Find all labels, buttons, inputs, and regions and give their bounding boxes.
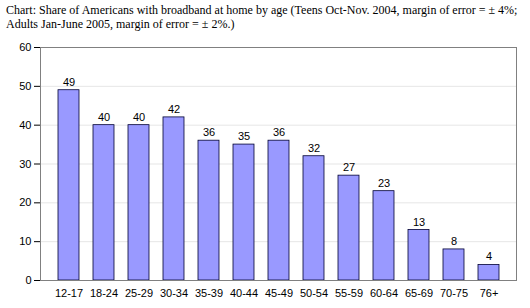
svg-text:40-44: 40-44	[230, 287, 258, 299]
svg-text:27: 27	[343, 161, 355, 173]
svg-text:70-75: 70-75	[440, 287, 468, 299]
svg-text:13: 13	[413, 216, 425, 228]
svg-text:60: 60	[19, 41, 31, 53]
svg-text:55-59: 55-59	[335, 287, 363, 299]
svg-text:25-29: 25-29	[125, 287, 153, 299]
svg-text:45-49: 45-49	[265, 287, 293, 299]
svg-text:18-24: 18-24	[90, 287, 118, 299]
svg-text:65-69: 65-69	[405, 287, 433, 299]
svg-text:76+: 76+	[480, 287, 499, 299]
svg-text:35-39: 35-39	[195, 287, 223, 299]
svg-text:50: 50	[19, 80, 31, 92]
svg-text:36: 36	[203, 126, 215, 138]
svg-text:36: 36	[273, 126, 285, 138]
svg-text:40: 40	[133, 111, 145, 123]
svg-text:20: 20	[19, 196, 31, 208]
svg-text:50-54: 50-54	[300, 287, 328, 299]
svg-text:49: 49	[63, 76, 75, 88]
svg-text:40: 40	[19, 119, 31, 131]
svg-text:32: 32	[308, 142, 320, 154]
svg-text:4: 4	[486, 250, 492, 262]
svg-text:10: 10	[19, 235, 31, 247]
svg-text:30: 30	[19, 158, 31, 170]
svg-text:40: 40	[98, 111, 110, 123]
svg-text:42: 42	[168, 103, 180, 115]
svg-text:0: 0	[25, 274, 31, 286]
svg-text:23: 23	[378, 177, 390, 189]
svg-text:12-17: 12-17	[55, 287, 83, 299]
html-text:Chart: Share of Americans with: Chart: Share of Americans with broadband…	[6, 3, 518, 31]
svg-text:35: 35	[238, 130, 250, 142]
svg-text:8: 8	[451, 235, 457, 247]
svg-text:30-34: 30-34	[160, 287, 188, 299]
svg-text:60-64: 60-64	[370, 287, 398, 299]
